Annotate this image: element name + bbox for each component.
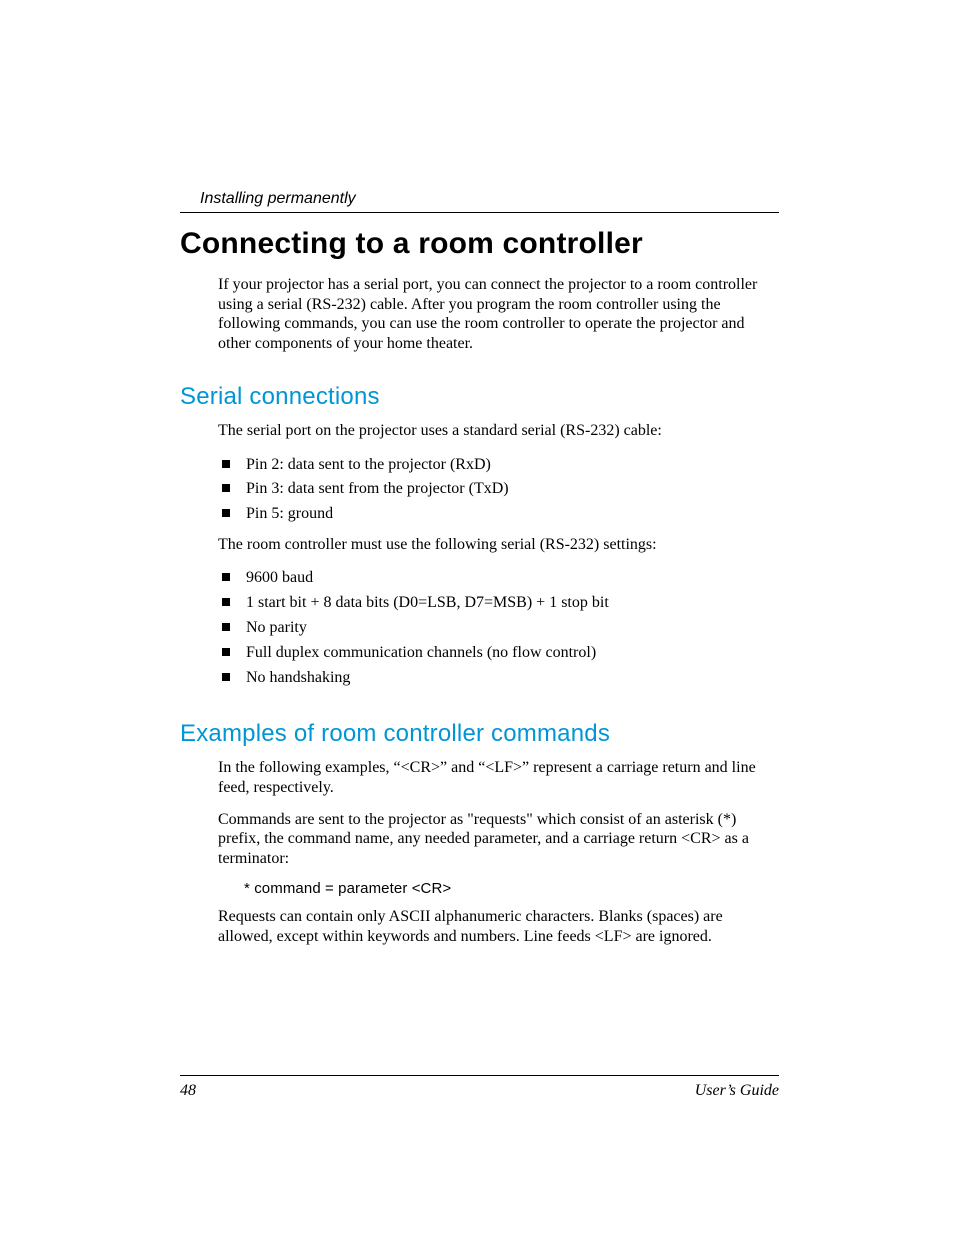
section-heading-examples: Examples of room controller commands	[180, 720, 779, 748]
page-title: Connecting to a room controller	[180, 227, 779, 261]
list-item: No handshaking	[218, 666, 779, 691]
page: Installing permanently Connecting to a r…	[0, 0, 954, 1235]
list-item: 9600 baud	[218, 566, 779, 591]
list-item: No parity	[218, 616, 779, 641]
pin-list: Pin 2: data sent to the projector (RxD) …	[218, 453, 779, 527]
list-item: Pin 5: ground	[218, 502, 779, 527]
page-number: 48	[180, 1082, 196, 1100]
list-item: Full duplex communication channels (no f…	[218, 641, 779, 666]
examples-p2: Commands are sent to the projector as "r…	[218, 810, 779, 869]
list-item: Pin 2: data sent to the projector (RxD)	[218, 453, 779, 478]
examples-p3: Requests can contain only ASCII alphanum…	[218, 907, 779, 946]
book-title: User’s Guide	[695, 1082, 779, 1100]
settings-lead: The room controller must use the followi…	[218, 535, 779, 555]
intro-block: If your projector has a serial port, you…	[218, 275, 779, 353]
serial-lead: The serial port on the projector uses a …	[218, 421, 779, 441]
section-heading-serial: Serial connections	[180, 383, 779, 411]
header-rule	[180, 212, 779, 213]
list-item: Pin 3: data sent from the projector (TxD…	[218, 477, 779, 502]
examples-block: In the following examples, “<CR>” and “<…	[218, 758, 779, 946]
serial-block: The serial port on the projector uses a …	[218, 421, 779, 690]
footer-rule	[180, 1075, 779, 1076]
intro-paragraph: If your projector has a serial port, you…	[218, 275, 779, 353]
settings-list: 9600 baud 1 start bit + 8 data bits (D0=…	[218, 566, 779, 690]
list-item: 1 start bit + 8 data bits (D0=LSB, D7=MS…	[218, 591, 779, 616]
command-syntax: * command = parameter <CR>	[244, 880, 779, 897]
page-footer: 48 User’s Guide	[180, 1075, 779, 1100]
examples-p1: In the following examples, “<CR>” and “<…	[218, 758, 779, 797]
running-header: Installing permanently	[200, 190, 779, 208]
